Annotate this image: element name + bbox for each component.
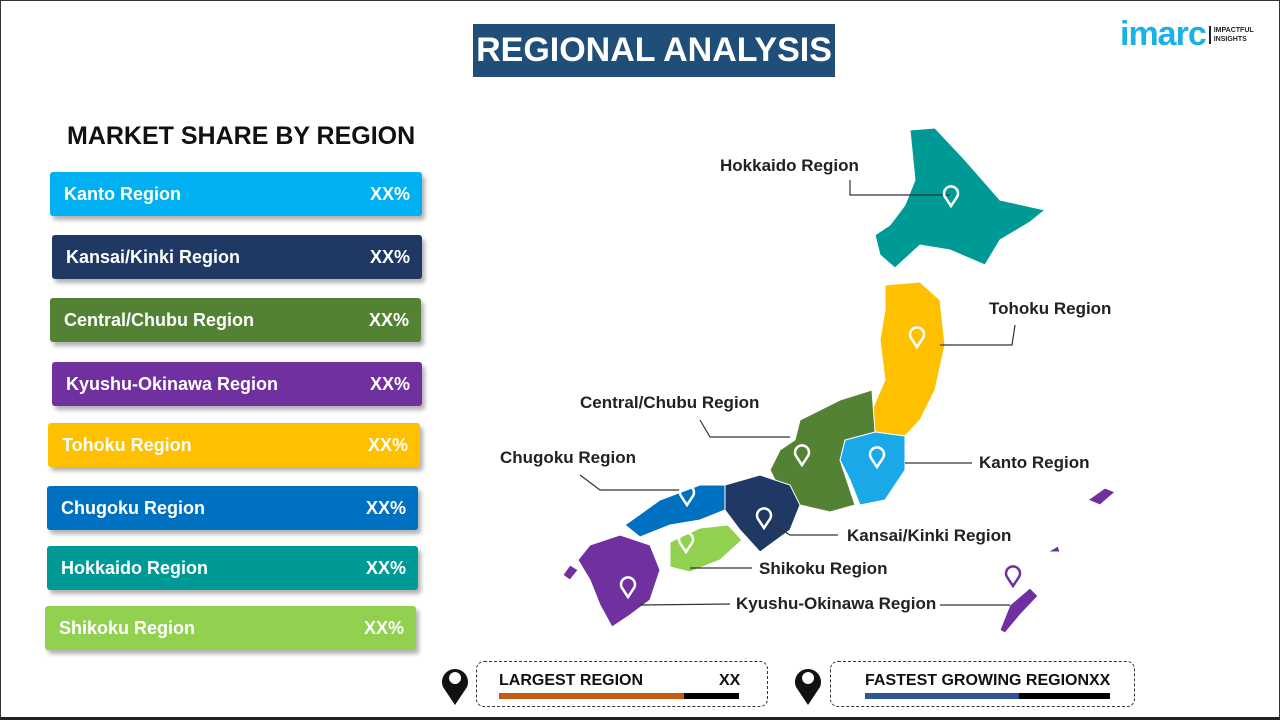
region-bar: Kanto Region XX% xyxy=(50,172,422,216)
region-share: XX% xyxy=(365,557,406,578)
fastest-region-label: FASTEST GROWING REGION xyxy=(865,672,1090,689)
map-region-central xyxy=(769,389,876,513)
fastest-region-bar xyxy=(865,693,1110,699)
map-pin-icons xyxy=(619,185,1022,600)
region-share: XX% xyxy=(368,309,409,330)
map-label-shikoku: Shikoku Region xyxy=(759,559,888,578)
map-region-kyushu xyxy=(577,534,661,628)
region-name: Hokkaido Region xyxy=(61,557,209,578)
region-name: Kyushu-Okinawa Region xyxy=(66,373,279,394)
region-share: XX% xyxy=(367,434,408,455)
region-share: XX% xyxy=(369,183,410,204)
region-share: XX% xyxy=(363,617,404,638)
logo-tagline: IMPACTFUL INSIGHTS xyxy=(1208,25,1254,44)
largest-region-bar xyxy=(499,693,739,699)
fastest-region-box: FASTEST GROWING REGION XX xyxy=(830,661,1135,707)
region-bar: Kyushu-Okinawa Region XX% xyxy=(52,362,422,406)
fastest-region-value: XX xyxy=(1089,672,1111,689)
map-region-shikoku xyxy=(669,524,743,573)
region-name: Kanto Region xyxy=(64,183,181,204)
map-label-kyushu: Kyushu-Okinawa Region xyxy=(736,594,937,613)
region-name: Tohoku Region xyxy=(62,434,192,455)
region-bar: Tohoku Region XX% xyxy=(48,423,420,467)
region-share: XX% xyxy=(365,497,406,518)
map-region-kansai xyxy=(724,474,801,553)
map-label-kanto: Kanto Region xyxy=(979,453,1090,472)
largest-region-value: XX xyxy=(719,672,741,689)
region-bar: Hokkaido Region XX% xyxy=(47,546,418,590)
region-name: Kansai/Kinki Region xyxy=(66,246,241,267)
largest-region-box: LARGEST REGION XX xyxy=(476,661,768,707)
map-region-hokkaido xyxy=(874,127,1047,269)
region-bar: Kansai/Kinki Region XX% xyxy=(52,235,422,279)
map-label-kansai: Kansai/Kinki Region xyxy=(847,526,1012,545)
section-heading: MARKET SHARE BY REGION xyxy=(67,122,416,150)
region-name: Central/Chubu Region xyxy=(64,309,254,330)
region-share: XX% xyxy=(369,373,410,394)
region-bar: Chugoku Region XX% xyxy=(47,486,418,530)
map-region-tohoku xyxy=(871,281,946,437)
region-bar: Central/Chubu Region XX% xyxy=(50,298,421,342)
largest-region-label: LARGEST REGION xyxy=(499,672,644,689)
map-label-tohoku: Tohoku Region xyxy=(989,299,1112,318)
page-title: REGIONAL ANALYSIS xyxy=(473,24,835,77)
region-bar: Shikoku Region XX% xyxy=(45,606,416,650)
region-share: XX% xyxy=(369,246,410,267)
region-name: Shikoku Region xyxy=(59,617,196,638)
map-region-chugoku xyxy=(624,484,726,538)
logo-brand: imarc xyxy=(1120,15,1207,53)
imarc-logo: imarc IMPACTFUL INSIGHTS xyxy=(1120,15,1254,54)
map-label-chugoku: Chugoku Region xyxy=(500,448,636,467)
map-label-central: Central/Chubu Region xyxy=(580,393,760,412)
region-name: Chugoku Region xyxy=(61,497,205,518)
map-label-hokkaido: Hokkaido Region xyxy=(720,156,859,175)
map-region-kanto xyxy=(839,431,906,506)
location-pin-icons xyxy=(442,669,821,705)
